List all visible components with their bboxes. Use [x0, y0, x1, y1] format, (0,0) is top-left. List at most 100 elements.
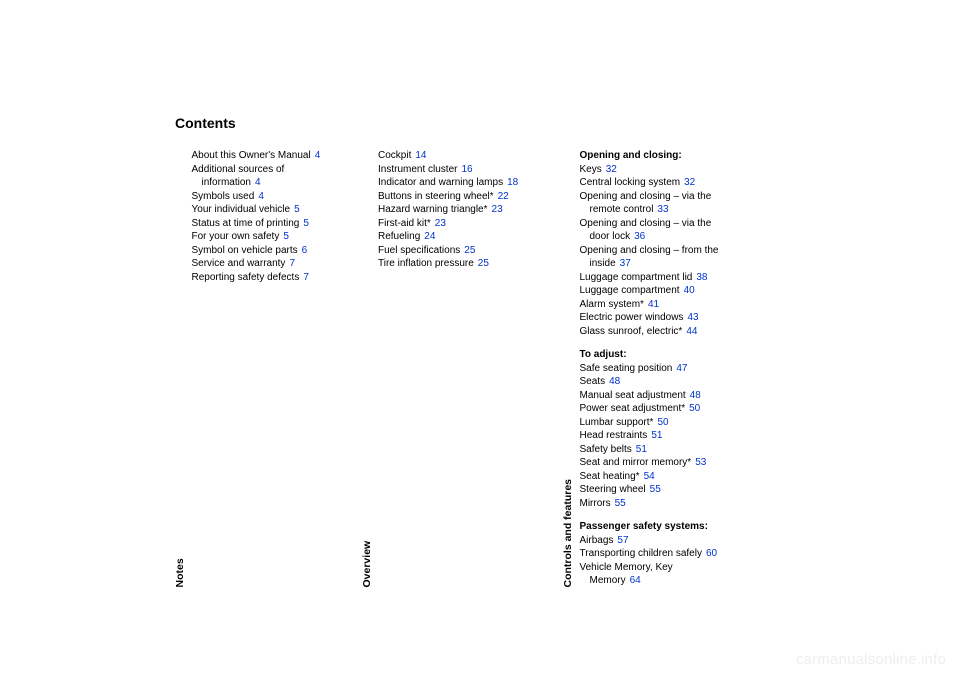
entry-label: Safe seating position [580, 363, 673, 374]
toc-entry[interactable]: Head restraints51 [580, 429, 775, 443]
toc-entry[interactable]: Instrument cluster 16 [378, 163, 563, 177]
toc-entry[interactable]: Keys32 [580, 163, 775, 177]
block-heading: To adjust: [580, 348, 775, 362]
toc-entry[interactable]: Symbols used4 [192, 190, 362, 204]
entry-label: Transporting children safely [580, 548, 702, 559]
toc-entry[interactable]: First-aid kit*23 [378, 217, 563, 231]
entry-label: Luggage compartment [580, 285, 680, 296]
toc-entry[interactable]: Mirrors55 [580, 497, 775, 511]
entries-list: Cockpit 14 Instrument cluster 16Indicator a… [378, 149, 563, 588]
toc-entry[interactable]: Your individual vehicle5 [192, 203, 362, 217]
entry-page: 7 [289, 258, 295, 269]
toc-entry[interactable]: Safety belts51 [580, 443, 775, 457]
toc-entry[interactable]: Reporting safety defects7 [192, 271, 362, 285]
toc-entry[interactable]: About this Owner's Manual 4 [192, 149, 362, 163]
entry-page: 22 [498, 191, 509, 202]
entry-page: 16 [461, 164, 472, 175]
entry-label: For your own safety [192, 231, 280, 242]
toc-entry[interactable]: Fuel specifications25 [378, 244, 563, 258]
entry-label: Cockpit [378, 150, 411, 161]
entry-label: Buttons in steering wheel* [378, 191, 494, 202]
entry-block: About this Owner's Manual4Additional sou… [192, 149, 362, 284]
toc-entry[interactable]: Central locking system32 [580, 176, 775, 190]
toc-entry[interactable]: Indicator and warning lamps18 [378, 176, 563, 190]
toc-entry[interactable]: Transporting children safely60 [580, 547, 775, 561]
entry-label: Instrument cluster [378, 164, 457, 175]
toc-entry[interactable]: Steering wheel55 [580, 483, 775, 497]
toc-entry[interactable]: Tire inflation pressure25 [378, 257, 563, 271]
toc-entry[interactable]: Airbags57 [580, 534, 775, 548]
entry-page: 25 [478, 258, 489, 269]
toc-entry[interactable]: Hazard warning triangle*23 [378, 203, 563, 217]
entry-label: Opening and closing – via the [580, 217, 775, 231]
entry-label: door lock [590, 231, 631, 242]
page-content: Contents NotesAbout this Owner's Manual4… [175, 115, 805, 588]
entry-page: 51 [636, 444, 647, 455]
entry-label: Opening and closing – from the [580, 244, 775, 258]
entry-page: 54 [644, 471, 655, 482]
entry-label: Airbags [580, 535, 614, 546]
entry-block: To adjust:Safe seating position47Seats48… [580, 348, 775, 510]
toc-entry[interactable]: Symbol on vehicle parts6 [192, 244, 362, 258]
entry-label: Seat heating* [580, 471, 640, 482]
toc-entry[interactable]: Opening and closing – via thedoor lock36 [580, 217, 775, 244]
entry-label: Central locking system [580, 177, 681, 188]
entry-page: 5 [303, 218, 309, 229]
toc-entry[interactable]: Additional sources ofinformation4 [192, 163, 362, 190]
toc-entry[interactable]: Seats48 [580, 375, 775, 389]
toc-entry[interactable]: Vehicle Memory, KeyMemory64 [580, 561, 775, 588]
entry-label: information [202, 177, 251, 188]
toc-entry[interactable]: Cockpit 14 [378, 149, 563, 163]
toc-entry[interactable]: Luggage compartment lid38 [580, 271, 775, 285]
entry-page: 64 [630, 575, 641, 586]
entry-page: 4 [315, 150, 321, 161]
entry-page: 38 [696, 272, 707, 283]
toc-entry[interactable]: Seat heating* 54 [580, 470, 775, 484]
entry-block: Cockpit 14 Instrument cluster 16Indicator a… [378, 149, 563, 271]
entry-page: 4 [255, 177, 261, 188]
toc-entry[interactable]: Seat and mirror memory*53 [580, 456, 775, 470]
toc-entry[interactable]: Electric power windows43 [580, 311, 775, 325]
block-heading: Passenger safety systems: [580, 520, 775, 534]
toc-entry[interactable]: Lumbar support*50 [580, 416, 775, 430]
entry-label: Seat and mirror memory* [580, 457, 692, 468]
entry-label: Refueling [378, 231, 420, 242]
toc-entry[interactable]: Buttons in steering wheel* 22 [378, 190, 563, 204]
entry-page: 24 [424, 231, 435, 242]
entry-page: 14 [415, 150, 426, 161]
entry-page: 36 [634, 231, 645, 242]
entry-label: Glass sunroof, electric* [580, 326, 683, 337]
entry-label: Status at time of printing [192, 218, 300, 229]
entry-page: 18 [507, 177, 518, 188]
toc-entry[interactable]: Service and warranty7 [192, 257, 362, 271]
toc-entry[interactable]: Power seat adjustment*50 [580, 402, 775, 416]
entry-label: Symbol on vehicle parts [192, 245, 298, 256]
section-label: Controls and features [563, 149, 574, 588]
toc-entry[interactable]: Opening and closing – via theremote cont… [580, 190, 775, 217]
entry-label: inside [590, 258, 616, 269]
entry-page: 50 [657, 417, 668, 428]
entry-page: 44 [686, 326, 697, 337]
toc-entry[interactable]: For your own safety5 [192, 230, 362, 244]
toc-entry[interactable]: Opening and closing – from theinside37 [580, 244, 775, 271]
entry-label: Luggage compartment lid [580, 272, 693, 283]
entry-page: 41 [648, 299, 659, 310]
toc-entry[interactable]: Manual seat adjustment48 [580, 389, 775, 403]
entry-page: 48 [609, 376, 620, 387]
entry-label: Your individual vehicle [192, 204, 291, 215]
entry-block: Passenger safety systems:Airbags57Transp… [580, 520, 775, 588]
toc-entry[interactable]: Glass sunroof, electric*44 [580, 325, 775, 339]
toc-entry[interactable]: Status at time of printing5 [192, 217, 362, 231]
column: Controls and features Opening and closing… [563, 149, 775, 588]
entry-label: Service and warranty [192, 258, 286, 269]
entry-label: Keys [580, 164, 602, 175]
toc-entry[interactable]: Alarm system*41 [580, 298, 775, 312]
toc-entry[interactable]: Refueling 24 [378, 230, 563, 244]
entry-label: remote control [590, 204, 654, 215]
entry-page: 4 [258, 191, 264, 202]
toc-entry[interactable]: Safe seating position47 [580, 362, 775, 376]
toc-entry[interactable]: Luggage compartment40 [580, 284, 775, 298]
entry-label: About this Owner's Manual [192, 150, 311, 161]
block-heading: Opening and closing: [580, 149, 775, 163]
entry-page: 25 [464, 245, 475, 256]
